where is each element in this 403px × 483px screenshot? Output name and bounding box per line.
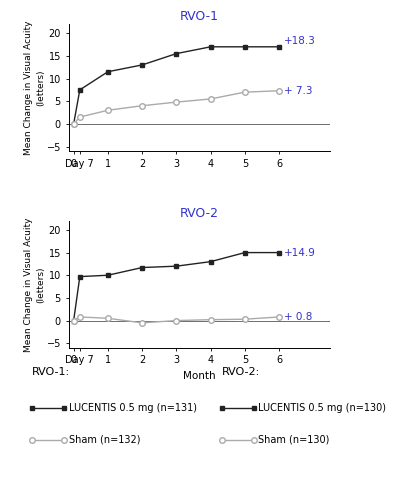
Text: Sham (n=132): Sham (n=132): [69, 435, 140, 444]
Text: + 0.8: + 0.8: [284, 312, 313, 322]
Text: +14.9: +14.9: [284, 248, 316, 258]
Text: LUCENTIS 0.5 mg (n=131): LUCENTIS 0.5 mg (n=131): [69, 403, 197, 413]
Title: RVO-1: RVO-1: [180, 10, 219, 23]
Y-axis label: Mean Change in Visual Acuity
(letters): Mean Change in Visual Acuity (letters): [24, 217, 45, 352]
Text: +18.3: +18.3: [284, 36, 316, 46]
Text: RVO-2:: RVO-2:: [222, 367, 260, 377]
Text: LUCENTIS 0.5 mg (n=130): LUCENTIS 0.5 mg (n=130): [258, 403, 386, 413]
Y-axis label: Mean Change in Visual Acuity
(letters): Mean Change in Visual Acuity (letters): [24, 20, 45, 155]
Text: Sham (n=130): Sham (n=130): [258, 435, 329, 444]
Text: RVO-1:: RVO-1:: [32, 367, 71, 377]
Title: RVO-2: RVO-2: [180, 207, 219, 220]
Text: + 7.3: + 7.3: [284, 86, 313, 96]
X-axis label: Month: Month: [183, 371, 216, 381]
